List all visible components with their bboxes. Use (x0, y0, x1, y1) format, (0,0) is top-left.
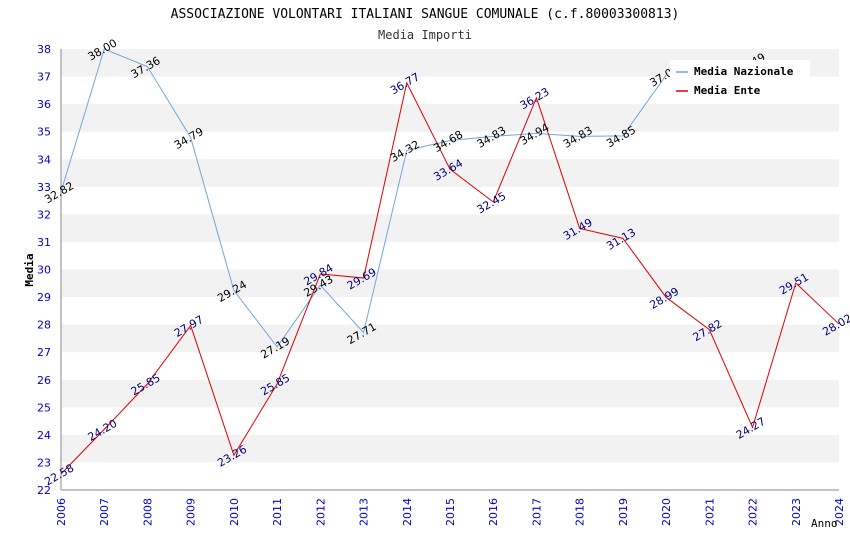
x-tick-label: 2021 (703, 498, 716, 526)
legend-label-media-nazionale: Media Nazionale (694, 65, 794, 78)
x-tick-label: 2017 (530, 498, 543, 526)
x-tick-label: 2007 (98, 498, 111, 526)
x-axis-label: Anno (811, 517, 838, 530)
y-tick-label: 32 (37, 208, 51, 221)
series-line-media-ente (60, 81, 840, 475)
y-tick-label: 33 (37, 181, 51, 194)
y-tick-label: 27 (37, 346, 51, 359)
y-tick-label: 25 (37, 401, 51, 414)
grid-band (61, 104, 839, 132)
x-tick-label: 2014 (401, 498, 414, 526)
series-lines (60, 48, 840, 475)
y-tick-label: 30 (37, 264, 51, 277)
legend-background (670, 60, 810, 102)
data-label: 32.45 (475, 189, 509, 216)
y-tick-label: 23 (37, 456, 51, 469)
x-tick-label: 2012 (314, 498, 327, 526)
y-tick-label: 31 (37, 236, 51, 249)
y-axis-label: Media (23, 253, 36, 286)
x-tick-label: 2016 (487, 498, 500, 526)
y-tick-label: 37 (37, 71, 51, 84)
chart-title: ASSOCIAZIONE VOLONTARI ITALIANI SANGUE C… (171, 7, 680, 22)
y-tick-label: 26 (37, 374, 51, 387)
x-tick-label: 2013 (358, 498, 371, 526)
y-tick-label: 34 (37, 153, 51, 166)
grid-bands (61, 49, 839, 463)
x-tick-label: 2009 (185, 498, 198, 526)
y-tick-label: 22 (37, 484, 51, 497)
grid-band (61, 214, 839, 242)
x-tick-label: 2020 (660, 498, 673, 526)
x-tick-label: 2015 (444, 498, 457, 526)
x-tick-labels: 2006 2007 2008 2009 2010 2011 2012 2013 2014 2015… (55, 498, 846, 526)
x-tick-label: 2008 (141, 498, 154, 526)
series-line-media-nazionale (60, 48, 667, 348)
y-tick-label: 28 (37, 319, 51, 332)
y-tick-label: 24 (37, 429, 51, 442)
x-tick-label: 2006 (55, 498, 68, 526)
y-tick-labels: 22 23 24 25 26 27 28 29 30 31 32 33 34 35 36 37 38 (37, 43, 51, 497)
grid-band (61, 159, 839, 187)
x-tick-label: 2024 (833, 498, 846, 526)
axes (60, 49, 839, 491)
x-tick-label: 2019 (617, 498, 630, 526)
legend: Media Nazionale Media Ente (670, 60, 810, 102)
x-tick-label: 2011 (271, 498, 284, 526)
x-tick-label: 2023 (790, 498, 803, 526)
grid-band (61, 434, 839, 463)
data-label: 34.68 (431, 128, 465, 155)
x-tick-label: 2022 (747, 498, 760, 526)
x-tick-label: 2018 (574, 498, 587, 526)
x-tick-label: 2010 (228, 498, 241, 526)
grid-band (61, 269, 839, 298)
grid-band (61, 379, 839, 408)
y-tick-label: 36 (37, 98, 51, 111)
y-tick-label: 35 (37, 126, 51, 139)
legend-label-media-ente: Media Ente (694, 84, 761, 97)
y-tick-label: 29 (37, 291, 51, 304)
chart-subtitle: Media Importi (378, 28, 472, 42)
y-tick-label: 38 (37, 43, 51, 56)
